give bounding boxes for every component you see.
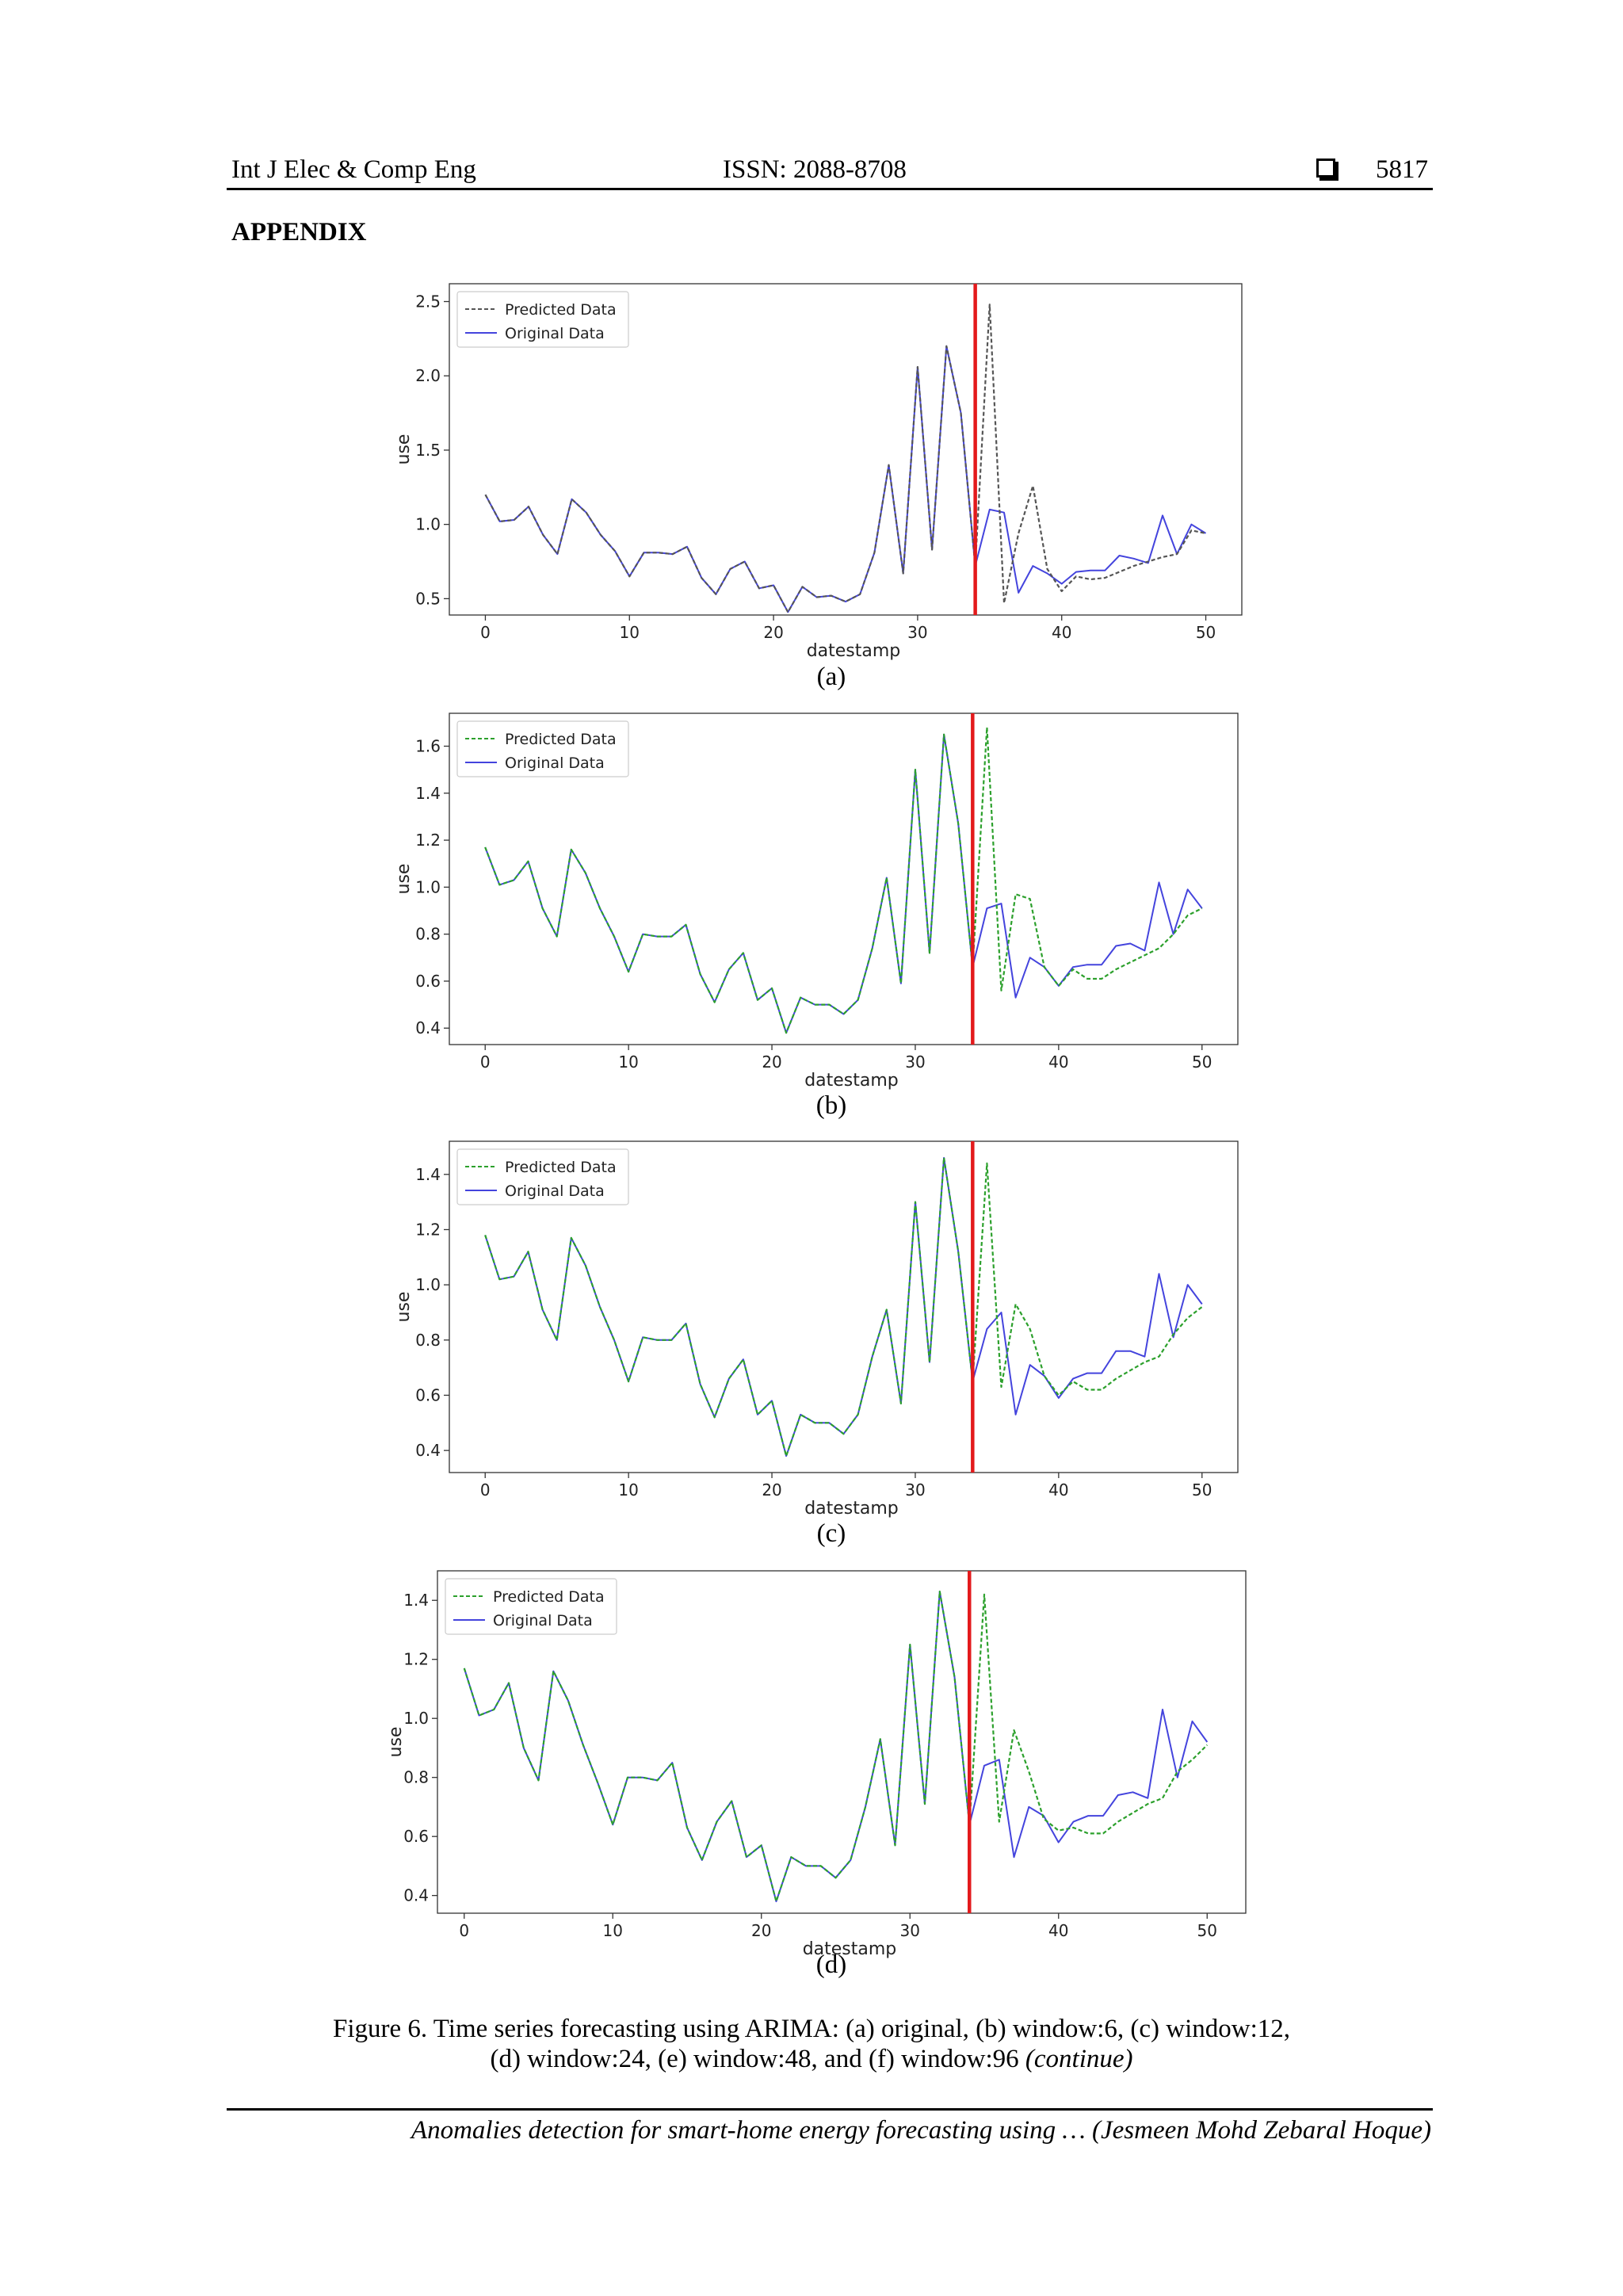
y-tick-label: 1.0	[403, 1709, 429, 1728]
predicted-data-line	[463, 1590, 1209, 1903]
legend-label: Predicted Data	[493, 1588, 605, 1606]
y-tick-label: 0.8	[403, 1768, 429, 1787]
x-tick-label: 40	[1048, 1480, 1068, 1499]
legend-box	[445, 1578, 617, 1635]
y-axis-label: use	[394, 1292, 414, 1323]
y-tick-label: 1.2	[403, 1650, 429, 1669]
y-tick-label: 1.4	[415, 1165, 441, 1184]
y-tick-label: 0.5	[415, 589, 441, 608]
x-tick-label: 50	[1197, 1921, 1217, 1940]
panel-label-d: (d)	[815, 1950, 847, 1979]
x-tick-label: 30	[905, 1052, 925, 1072]
x-tick-label: 30	[900, 1921, 920, 1940]
panel-label-c: (c)	[816, 1519, 846, 1548]
x-tick-label: 30	[907, 623, 927, 642]
figure-caption-line2: (d) window:24, (e) window:48, and (f) wi…	[0, 2044, 1623, 2074]
y-tick-label: 0.6	[415, 1385, 441, 1404]
y-tick-label: 1.6	[415, 737, 441, 756]
chart-a: 0 10 20 30 40 50 0.5 1.0 1.5 2.0 2.5 datestamp use Pr…	[394, 277, 1256, 664]
chart-svg: 0 10 20 30 40 50 0.4 0.6 0.8 1.0 1.2 1.4 datestamp us…	[386, 1570, 1247, 1959]
footer-rule	[227, 2108, 1433, 2111]
y-tick-label: 0.8	[415, 1331, 441, 1350]
legend-box	[456, 291, 629, 348]
x-tick-label: 20	[751, 1921, 771, 1940]
y-tick-label: 2.5	[415, 292, 441, 311]
legend-label: Predicted Data	[505, 1159, 617, 1176]
x-tick-label: 30	[905, 1480, 925, 1499]
header-issn: ISSN: 2088-8708	[723, 155, 907, 184]
panel-label-a: (a)	[816, 663, 846, 691]
x-tick-label: 0	[480, 623, 491, 642]
y-tick-label: 1.0	[415, 515, 441, 534]
header-page-number: 5817	[1376, 155, 1428, 184]
panel-label-b: (b)	[815, 1091, 847, 1120]
y-tick-label: 1.0	[415, 1275, 441, 1294]
x-tick-label: 50	[1192, 1480, 1212, 1499]
y-tick-label: 0.4	[415, 1018, 441, 1037]
footer-running-title: Anomalies detection for smart-home energ…	[411, 2116, 1431, 2145]
legend-label: Original Data	[493, 1612, 593, 1629]
legend-label: Original Data	[505, 755, 605, 772]
y-axis-label: use	[386, 1727, 406, 1758]
x-tick-label: 40	[1052, 623, 1071, 642]
legend-label: Predicted Data	[505, 731, 617, 748]
chart-svg: 0 10 20 30 40 50 0.4 0.6 0.8 1.0 1.2 1.4 1.6 datestam…	[394, 712, 1239, 1091]
chart-svg: 0 10 20 30 40 50 0.4 0.6 0.8 1.0 1.2 1.4 datestamp us…	[394, 1140, 1239, 1519]
y-tick-label: 1.0	[415, 877, 441, 896]
x-tick-label: 0	[459, 1921, 469, 1940]
x-tick-label: 20	[763, 623, 783, 642]
x-tick-label: 40	[1048, 1921, 1068, 1940]
header-rule	[227, 188, 1433, 190]
y-tick-label: 0.8	[415, 925, 441, 944]
legend-label: Original Data	[505, 1182, 605, 1200]
x-tick-label: 50	[1192, 1052, 1212, 1072]
section-title: APPENDIX	[231, 218, 367, 246]
x-tick-label: 20	[762, 1480, 781, 1499]
x-tick-label: 10	[603, 1921, 623, 1940]
y-tick-label: 1.4	[403, 1591, 429, 1610]
chart-d: 0 10 20 30 40 50 0.4 0.6 0.8 1.0 1.2 1.4 datestamp us…	[386, 1563, 1256, 1959]
x-tick-label: 10	[618, 1052, 638, 1072]
figure-caption-continue: (continue)	[1025, 2045, 1133, 2073]
y-tick-label: 2.0	[415, 366, 441, 385]
legend-box	[456, 1148, 629, 1205]
y-tick-label: 0.6	[403, 1827, 429, 1846]
x-tick-label: 20	[762, 1052, 781, 1072]
x-axis-label: datestamp	[803, 1939, 897, 1959]
figure-caption-line2-text: (d) window:24, (e) window:48, and (f) wi…	[490, 2045, 1019, 2073]
chart-svg: 0 10 20 30 40 50 0.5 1.0 1.5 2.0 2.5 datestamp use Pr…	[394, 283, 1243, 661]
y-tick-label: 1.2	[415, 1220, 441, 1239]
y-tick-label: 1.2	[415, 831, 441, 850]
y-tick-label: 0.4	[403, 1886, 429, 1905]
x-axis-label: datestamp	[804, 1499, 899, 1519]
y-axis-label: use	[394, 434, 414, 465]
header-box-icon	[1316, 159, 1338, 181]
y-tick-label: 0.6	[415, 972, 441, 991]
legend-label: Original Data	[505, 325, 605, 342]
x-tick-label: 50	[1196, 623, 1216, 642]
y-tick-label: 0.4	[415, 1441, 441, 1460]
x-tick-label: 0	[480, 1052, 491, 1072]
y-tick-label: 1.4	[415, 784, 441, 803]
x-tick-label: 0	[480, 1480, 491, 1499]
y-axis-label: use	[394, 864, 414, 895]
x-tick-label: 40	[1048, 1052, 1068, 1072]
chart-c: 0 10 20 30 40 50 0.4 0.6 0.8 1.0 1.2 1.4 datestamp us…	[394, 1133, 1252, 1520]
legend-box	[456, 720, 629, 777]
x-axis-label: datestamp	[804, 1071, 899, 1091]
legend-label: Predicted Data	[505, 301, 617, 319]
header-journal: Int J Elec & Comp Eng	[231, 155, 476, 184]
predicted-data-line	[484, 1156, 1203, 1457]
x-tick-label: 10	[618, 1480, 638, 1499]
y-tick-label: 1.5	[415, 441, 441, 460]
chart-b: 0 10 20 30 40 50 0.4 0.6 0.8 1.0 1.2 1.4 1.6 datestam…	[394, 705, 1252, 1092]
predicted-data-line	[484, 304, 1206, 613]
figure-caption-line1: Figure 6. Time series forecasting using …	[332, 2015, 1290, 2043]
predicted-data-line	[484, 726, 1203, 1034]
x-tick-label: 10	[620, 623, 640, 642]
x-axis-label: datestamp	[807, 641, 901, 661]
